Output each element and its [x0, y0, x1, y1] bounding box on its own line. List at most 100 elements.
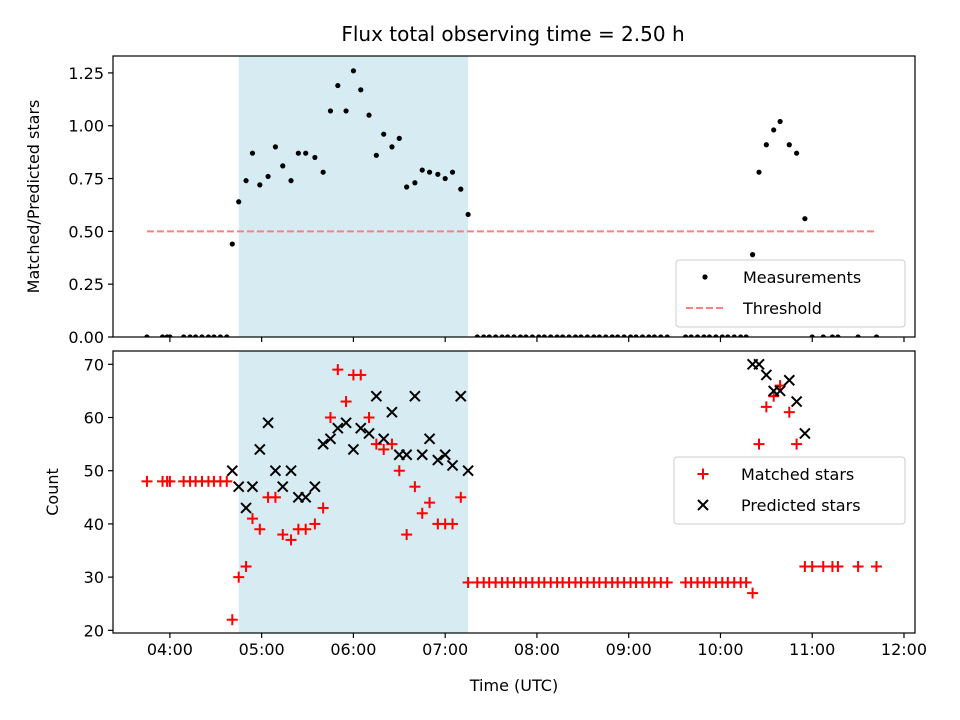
- measurement-point: [829, 334, 836, 337]
- matched-star-marker: [300, 523, 312, 535]
- predicted-star-b: [446, 459, 459, 472]
- measurement-point: [458, 186, 464, 192]
- matched-star-marker: [226, 614, 238, 626]
- matched-star-marker: [277, 529, 289, 541]
- measurement-point: [389, 144, 395, 150]
- predicted-star-marker: [774, 385, 786, 397]
- predicted-star-b: [753, 358, 765, 371]
- predicted-star-marker: [370, 390, 383, 402]
- predicted-star-marker: [277, 480, 289, 493]
- predicted-star-marker: [285, 465, 297, 477]
- legend-measurement-marker: [702, 274, 708, 280]
- predicted-star-marker: [439, 449, 451, 461]
- measurement-point: [404, 184, 410, 190]
- matched-star-marker: [753, 438, 765, 450]
- measurement-point: [682, 334, 689, 337]
- legend-label: Measurements: [743, 268, 861, 287]
- matched-star-marker: [760, 401, 772, 413]
- matched-star-marker: [661, 576, 673, 588]
- x-tick-label: 05:00: [239, 640, 285, 659]
- measurement-point: [627, 334, 634, 337]
- axes-frame: [112, 55, 916, 338]
- predicted-star-marker: [363, 427, 375, 440]
- predicted-star-marker: [317, 438, 329, 450]
- predicted-star-marker: [340, 417, 352, 429]
- measurement-point: [419, 167, 425, 173]
- predicted-star-b: [355, 422, 367, 434]
- measurement-point: [243, 178, 249, 184]
- legend-label: Matched stars: [741, 465, 854, 484]
- measurement-point: [719, 334, 725, 337]
- matched-star-marker: [221, 475, 233, 487]
- predicted-star-b: [347, 443, 360, 456]
- measurement-point: [144, 334, 150, 337]
- predicted-star-marker: [409, 390, 421, 402]
- predicted-star-marker: [455, 390, 467, 402]
- predicted-star-marker: [233, 480, 245, 493]
- measurement-point: [572, 334, 579, 337]
- measurement-point: [855, 334, 861, 337]
- measurement-point: [303, 150, 309, 156]
- matched-star-marker: [852, 560, 864, 572]
- measurement-point: [591, 334, 597, 337]
- matched-star-marker: [747, 587, 759, 599]
- y-tick-label: 1.00: [68, 117, 104, 136]
- predicted-star-marker: [432, 454, 444, 466]
- y-tick-label: 40: [84, 515, 104, 534]
- measurement-point: [272, 144, 279, 150]
- predicted-star-b: [432, 454, 444, 466]
- matched-star-marker: [240, 560, 252, 572]
- matched-star-marker: [783, 406, 795, 418]
- measurement-point: [486, 334, 492, 337]
- predicted-star-marker: [240, 502, 252, 514]
- plot-area: [144, 68, 880, 337]
- predicted-star-marker: [783, 374, 795, 386]
- predicted-star-marker: [799, 427, 811, 440]
- measurement-point: [366, 112, 372, 118]
- observing-span: [238, 351, 469, 633]
- measurement-point: [725, 334, 731, 337]
- measurement-point: [651, 334, 657, 337]
- predicted-star-marker: [377, 433, 390, 445]
- measurement-point: [584, 334, 591, 337]
- measurement-point: [639, 334, 646, 337]
- measurement-point: [280, 163, 286, 169]
- predicted-star-b: [309, 480, 321, 493]
- measurement-point: [756, 169, 762, 175]
- predicted-star-b: [370, 390, 383, 402]
- measurement-point: [205, 334, 212, 337]
- matched-star-marker: [832, 560, 844, 572]
- measurement-point: [596, 334, 602, 337]
- matched-star-marker: [246, 513, 258, 525]
- predicted-star-b: [455, 390, 467, 402]
- y-axis-label: Matched/Predicted stars: [24, 100, 43, 294]
- measurement-point: [499, 334, 505, 337]
- y-tick-label: 50: [84, 462, 104, 481]
- predicted-star-b: [400, 449, 413, 461]
- x-tick-label: 10:00: [697, 640, 743, 659]
- y-tick-label: 30: [84, 568, 104, 587]
- predicted-star-b: [363, 427, 375, 440]
- matched-star-marker: [355, 369, 367, 381]
- predicted-star-marker: [299, 491, 312, 504]
- predicted-star-b: [299, 491, 312, 504]
- y-tick-label: 1.25: [68, 64, 104, 83]
- measurement-point: [786, 142, 792, 148]
- measurement-point: [192, 334, 199, 337]
- x-tick-label: 07:00: [422, 640, 468, 659]
- measurement-point: [493, 334, 499, 337]
- predicted-star-marker: [790, 395, 803, 408]
- measurement-point: [224, 334, 230, 337]
- legend-box: [675, 259, 906, 328]
- measurement-point: [777, 118, 783, 125]
- observing-span: [238, 56, 469, 337]
- predicted-star-b: [277, 480, 289, 493]
- y-tick-label: 60: [84, 409, 104, 428]
- y-axis-label: Count: [43, 468, 62, 516]
- x-tick-label: 04:00: [147, 640, 193, 659]
- predicted-star-b: [774, 385, 786, 397]
- measurement-point: [794, 150, 800, 156]
- predicted-star-b: [409, 390, 421, 402]
- matched-star-marker: [393, 465, 405, 477]
- predicted-star-b: [269, 465, 282, 477]
